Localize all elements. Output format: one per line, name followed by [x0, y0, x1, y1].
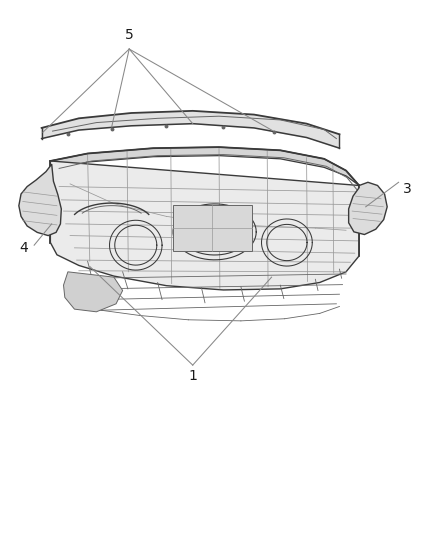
Polygon shape	[19, 164, 61, 236]
Polygon shape	[173, 205, 252, 251]
Polygon shape	[349, 182, 387, 235]
Polygon shape	[50, 147, 359, 185]
Text: 4: 4	[20, 241, 28, 255]
Text: 1: 1	[188, 369, 197, 383]
Text: 3: 3	[403, 182, 412, 196]
Polygon shape	[64, 272, 123, 312]
Polygon shape	[50, 161, 359, 290]
Text: 5: 5	[125, 28, 134, 42]
Polygon shape	[42, 111, 339, 148]
